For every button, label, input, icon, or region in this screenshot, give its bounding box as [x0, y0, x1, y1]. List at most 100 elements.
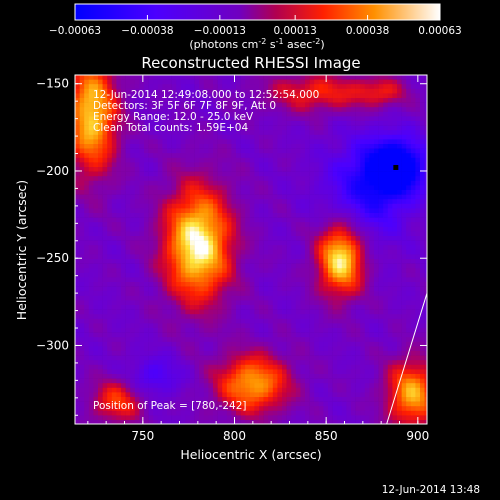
heatmap-cell — [231, 295, 237, 301]
heatmap-cell — [167, 231, 172, 237]
heatmap-cell — [194, 84, 200, 90]
heatmap-cell — [309, 111, 315, 117]
heatmap-cell — [88, 332, 94, 338]
heatmap-cell — [318, 286, 324, 292]
heatmap-cell — [222, 116, 228, 122]
heatmap-cell — [392, 185, 398, 191]
heatmap-cell — [383, 125, 389, 131]
heatmap-cell — [309, 254, 315, 260]
heatmap-cell — [314, 226, 320, 232]
heatmap-cell — [360, 236, 366, 241]
heatmap-cell — [277, 157, 283, 163]
heatmap-cell — [102, 176, 108, 182]
heatmap-cell — [134, 217, 140, 223]
heatmap-cell — [176, 351, 182, 356]
heatmap-cell — [203, 171, 209, 177]
heatmap-cell — [185, 217, 191, 223]
heatmap-cell — [153, 79, 159, 85]
heatmap-cell — [245, 134, 251, 140]
heatmap-cell — [84, 268, 90, 274]
heatmap-cell — [75, 102, 80, 108]
heatmap-cell — [291, 144, 297, 149]
heatmap-cell — [98, 139, 103, 145]
heatmap-cell — [341, 323, 347, 329]
heatmap-cell — [157, 240, 163, 246]
heatmap-cell — [374, 107, 379, 113]
heatmap-cell — [401, 111, 407, 117]
heatmap-cell — [245, 369, 251, 375]
heatmap-cell — [397, 277, 402, 283]
heatmap-cell — [231, 222, 237, 228]
heatmap-cell — [300, 268, 306, 274]
heatmap-cell — [231, 323, 237, 329]
heatmap-cell — [268, 341, 274, 347]
heatmap-cell — [102, 314, 108, 320]
heatmap-cell — [236, 75, 241, 80]
heatmap-cell — [378, 121, 384, 126]
heatmap-cell — [111, 226, 117, 232]
heatmap-cell — [263, 144, 269, 149]
heatmap-cell — [162, 277, 168, 283]
heatmap-cell — [305, 144, 310, 149]
heatmap-cell — [226, 254, 232, 260]
heatmap-cell — [213, 364, 218, 370]
heatmap-cell — [180, 240, 186, 246]
heatmap-cell — [245, 231, 251, 237]
heatmap-cell — [332, 93, 338, 99]
heatmap-cell — [392, 346, 398, 352]
heatmap-cell — [190, 125, 195, 131]
heatmap-cell — [139, 144, 145, 149]
heatmap-cell — [300, 360, 306, 366]
heatmap-cell — [199, 167, 205, 172]
heatmap-cell — [111, 203, 117, 209]
heatmap-cell — [134, 254, 140, 260]
heatmap-cell — [364, 240, 370, 246]
heatmap-cell — [153, 222, 159, 228]
heatmap-cell — [323, 84, 329, 90]
heatmap-cell — [236, 240, 241, 246]
heatmap-cell — [222, 125, 228, 131]
heatmap-cell — [240, 222, 246, 228]
heatmap-cell — [314, 125, 320, 131]
heatmap-cell — [121, 259, 126, 264]
heatmap-cell — [369, 134, 375, 140]
heatmap-cell — [217, 318, 223, 324]
heatmap-cell — [254, 240, 260, 246]
heatmap-cell — [180, 121, 186, 126]
heatmap-cell — [415, 111, 421, 117]
heatmap-cell — [263, 337, 269, 343]
heatmap-cell — [153, 259, 159, 264]
heatmap-cell — [383, 323, 389, 329]
heatmap-cell — [231, 162, 237, 168]
colorbar-tick-label: −0.00063 — [49, 25, 101, 37]
heatmap-cell — [424, 139, 427, 145]
heatmap-cell — [157, 254, 163, 260]
heatmap-cell — [309, 291, 315, 297]
heatmap-cell — [424, 203, 427, 209]
heatmap-cell — [424, 153, 427, 159]
heatmap-cell — [392, 309, 398, 315]
heatmap-cell — [378, 277, 384, 283]
heatmap-cell — [226, 360, 232, 366]
heatmap-cell — [360, 337, 366, 343]
heatmap-cell — [139, 226, 145, 232]
heatmap-cell — [286, 323, 292, 329]
heatmap-cell — [410, 300, 416, 306]
heatmap-cell — [420, 213, 425, 218]
heatmap-cell — [369, 199, 375, 205]
heatmap-cell — [84, 88, 90, 94]
heatmap-cell — [323, 213, 329, 218]
heatmap-cell — [374, 277, 379, 283]
heatmap-cell — [167, 199, 172, 205]
heatmap-cell — [286, 355, 292, 361]
heatmap-cell — [79, 263, 85, 269]
heatmap-cell — [148, 236, 154, 241]
heatmap-cell — [249, 171, 255, 177]
heatmap-cell — [277, 346, 283, 352]
heatmap-cell — [217, 300, 223, 306]
heatmap-cell — [369, 272, 375, 278]
heatmap-cell — [162, 98, 168, 103]
heatmap-cell — [222, 337, 228, 343]
heatmap-cell — [180, 291, 186, 297]
heatmap-cell — [323, 259, 329, 264]
